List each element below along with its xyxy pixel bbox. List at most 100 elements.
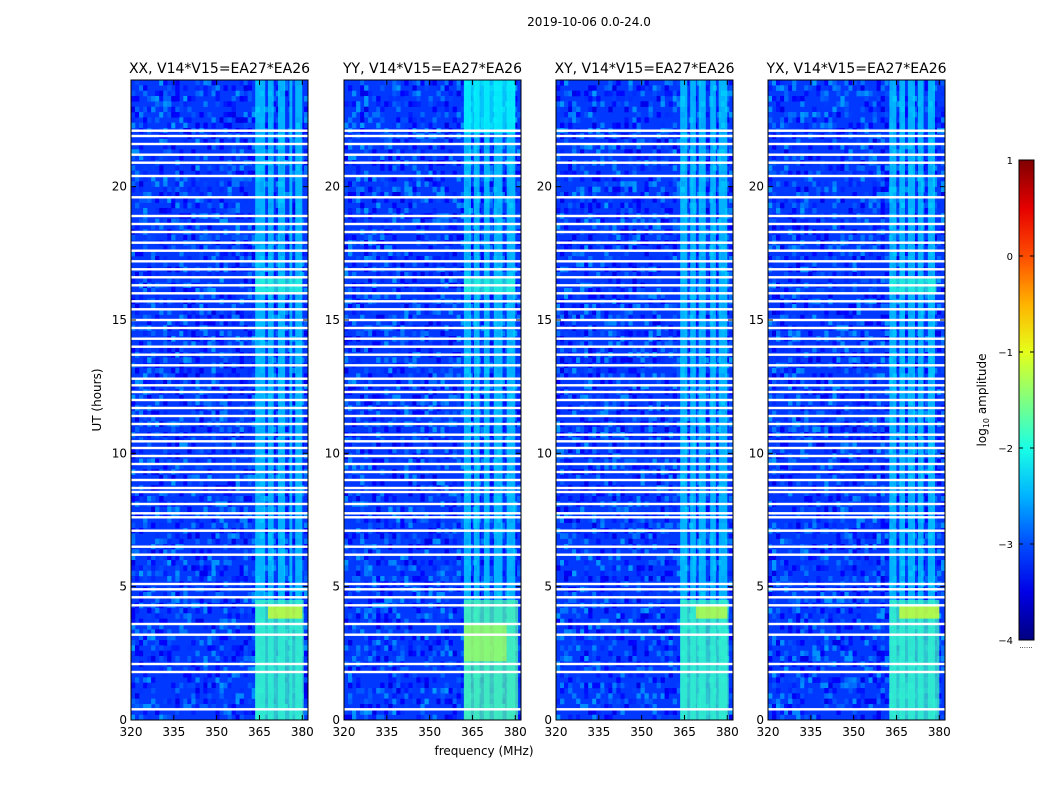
- flagged-row: [556, 353, 733, 356]
- flagged-row: [556, 433, 733, 436]
- flagged-row: [131, 134, 308, 138]
- flagged-row: [344, 454, 521, 458]
- flagged-row: [768, 604, 945, 607]
- flagged-row: [768, 470, 945, 474]
- flagged-row: [768, 129, 945, 132]
- y-tick-label: 5: [119, 580, 127, 594]
- flagged-row: [344, 596, 521, 599]
- flagged-row: [131, 196, 308, 199]
- flagged-row: [556, 529, 733, 532]
- y-tick-label: 10: [112, 446, 127, 460]
- flagged-row: [768, 398, 945, 402]
- flagged-row: [131, 516, 308, 519]
- colorbar-footer: ......: [1019, 642, 1032, 650]
- colorbar-tick-label: −2: [998, 444, 1013, 455]
- flagged-row: [556, 588, 733, 591]
- flagged-row: [131, 161, 308, 164]
- panel-3: XY, V14*V15=EA27*EA26 320 335 350 365 380 0 5 10…: [537, 61, 739, 739]
- flagged-row: [768, 222, 945, 226]
- x-tick-label: 335: [799, 725, 822, 739]
- y-tick-label: 10: [325, 446, 340, 460]
- panel-frame: [555, 79, 734, 721]
- flagged-row: [556, 326, 733, 330]
- flagged-row: [556, 230, 733, 234]
- flagged-row: [131, 268, 308, 271]
- flagged-row: [344, 142, 521, 146]
- flagged-row: [344, 129, 521, 132]
- flagged-row: [344, 300, 521, 303]
- flagged-row: [131, 398, 308, 402]
- flagged-row: [344, 337, 521, 340]
- flagged-row: [768, 377, 945, 380]
- flagged-row: [768, 276, 945, 279]
- panel-frame: [130, 79, 309, 721]
- flagged-row: [556, 516, 733, 519]
- flagged-row: [556, 406, 733, 410]
- y-tick-label: 5: [756, 580, 764, 594]
- flagged-row: [344, 260, 521, 263]
- flagged-row: [556, 454, 733, 458]
- flagged-row: [556, 708, 733, 711]
- flagged-row: [131, 454, 308, 458]
- colorbar-gradient: [1018, 159, 1035, 641]
- event-patch-3: [463, 80, 516, 134]
- event-patch-1: [889, 600, 940, 720]
- y-tick-label: 0: [756, 713, 764, 727]
- y-tick-label: 0: [332, 713, 340, 727]
- y-tick-label: 15: [749, 313, 764, 327]
- flagged-row: [344, 384, 521, 387]
- flagged-row: [344, 512, 521, 515]
- flagged-row: [768, 284, 945, 287]
- flagged-row: [131, 588, 308, 591]
- flagged-row: [131, 249, 308, 252]
- y-tick-label: 20: [537, 180, 552, 194]
- flagged-row: [344, 414, 521, 418]
- flagged-row: [131, 337, 308, 340]
- flagged-row: [556, 398, 733, 402]
- x-tick-label: 335: [162, 725, 185, 739]
- flagged-row: [768, 134, 945, 138]
- flagged-row: [768, 345, 945, 348]
- flagged-row: [131, 326, 308, 330]
- flagged-row: [344, 516, 521, 519]
- flagged-row: [131, 284, 308, 287]
- flagged-row: [344, 377, 521, 380]
- colorbar: 1 0 −1 −2 −3 −4: [998, 156, 1035, 647]
- x-tick-label: 320: [545, 725, 568, 739]
- figure-suptitle: 2019-10-06 0.0-24.0: [527, 15, 651, 29]
- flagged-row: [768, 308, 945, 311]
- flagged-row: [556, 268, 733, 271]
- flagged-row: [556, 345, 733, 348]
- flagged-row: [131, 708, 308, 711]
- flagged-row: [344, 268, 521, 271]
- colorbar-tick-label: −1: [998, 348, 1013, 359]
- flagged-row: [344, 604, 521, 607]
- flagged-row: [131, 153, 308, 156]
- flagged-row: [131, 174, 308, 178]
- flagged-row: [556, 596, 733, 599]
- flagged-row: [556, 284, 733, 287]
- flagged-row: [131, 545, 308, 548]
- flagged-row: [768, 142, 945, 146]
- event-patch-1: [680, 600, 729, 720]
- colorbar-tick-label: 1: [1007, 156, 1013, 167]
- flagged-row: [556, 196, 733, 199]
- flagged-row: [768, 553, 945, 556]
- event-patch-1: [255, 600, 304, 720]
- flagged-row: [768, 406, 945, 410]
- flagged-row: [344, 134, 521, 138]
- x-tick-label: 350: [205, 725, 228, 739]
- y-tick-label: 5: [544, 580, 552, 594]
- flagged-row: [344, 196, 521, 199]
- y-tick-label: 20: [749, 180, 764, 194]
- flagged-row: [768, 516, 945, 519]
- panel-title: XX, V14*V15=EA27*EA26: [129, 61, 310, 77]
- x-tick-label: 350: [418, 725, 441, 739]
- flagged-row: [344, 582, 521, 586]
- flagged-row: [556, 390, 733, 394]
- flagged-row: [768, 596, 945, 599]
- flagged-row: [131, 596, 308, 599]
- flagged-row: [768, 446, 945, 450]
- flagged-row: [344, 440, 521, 443]
- flagged-row: [131, 440, 308, 443]
